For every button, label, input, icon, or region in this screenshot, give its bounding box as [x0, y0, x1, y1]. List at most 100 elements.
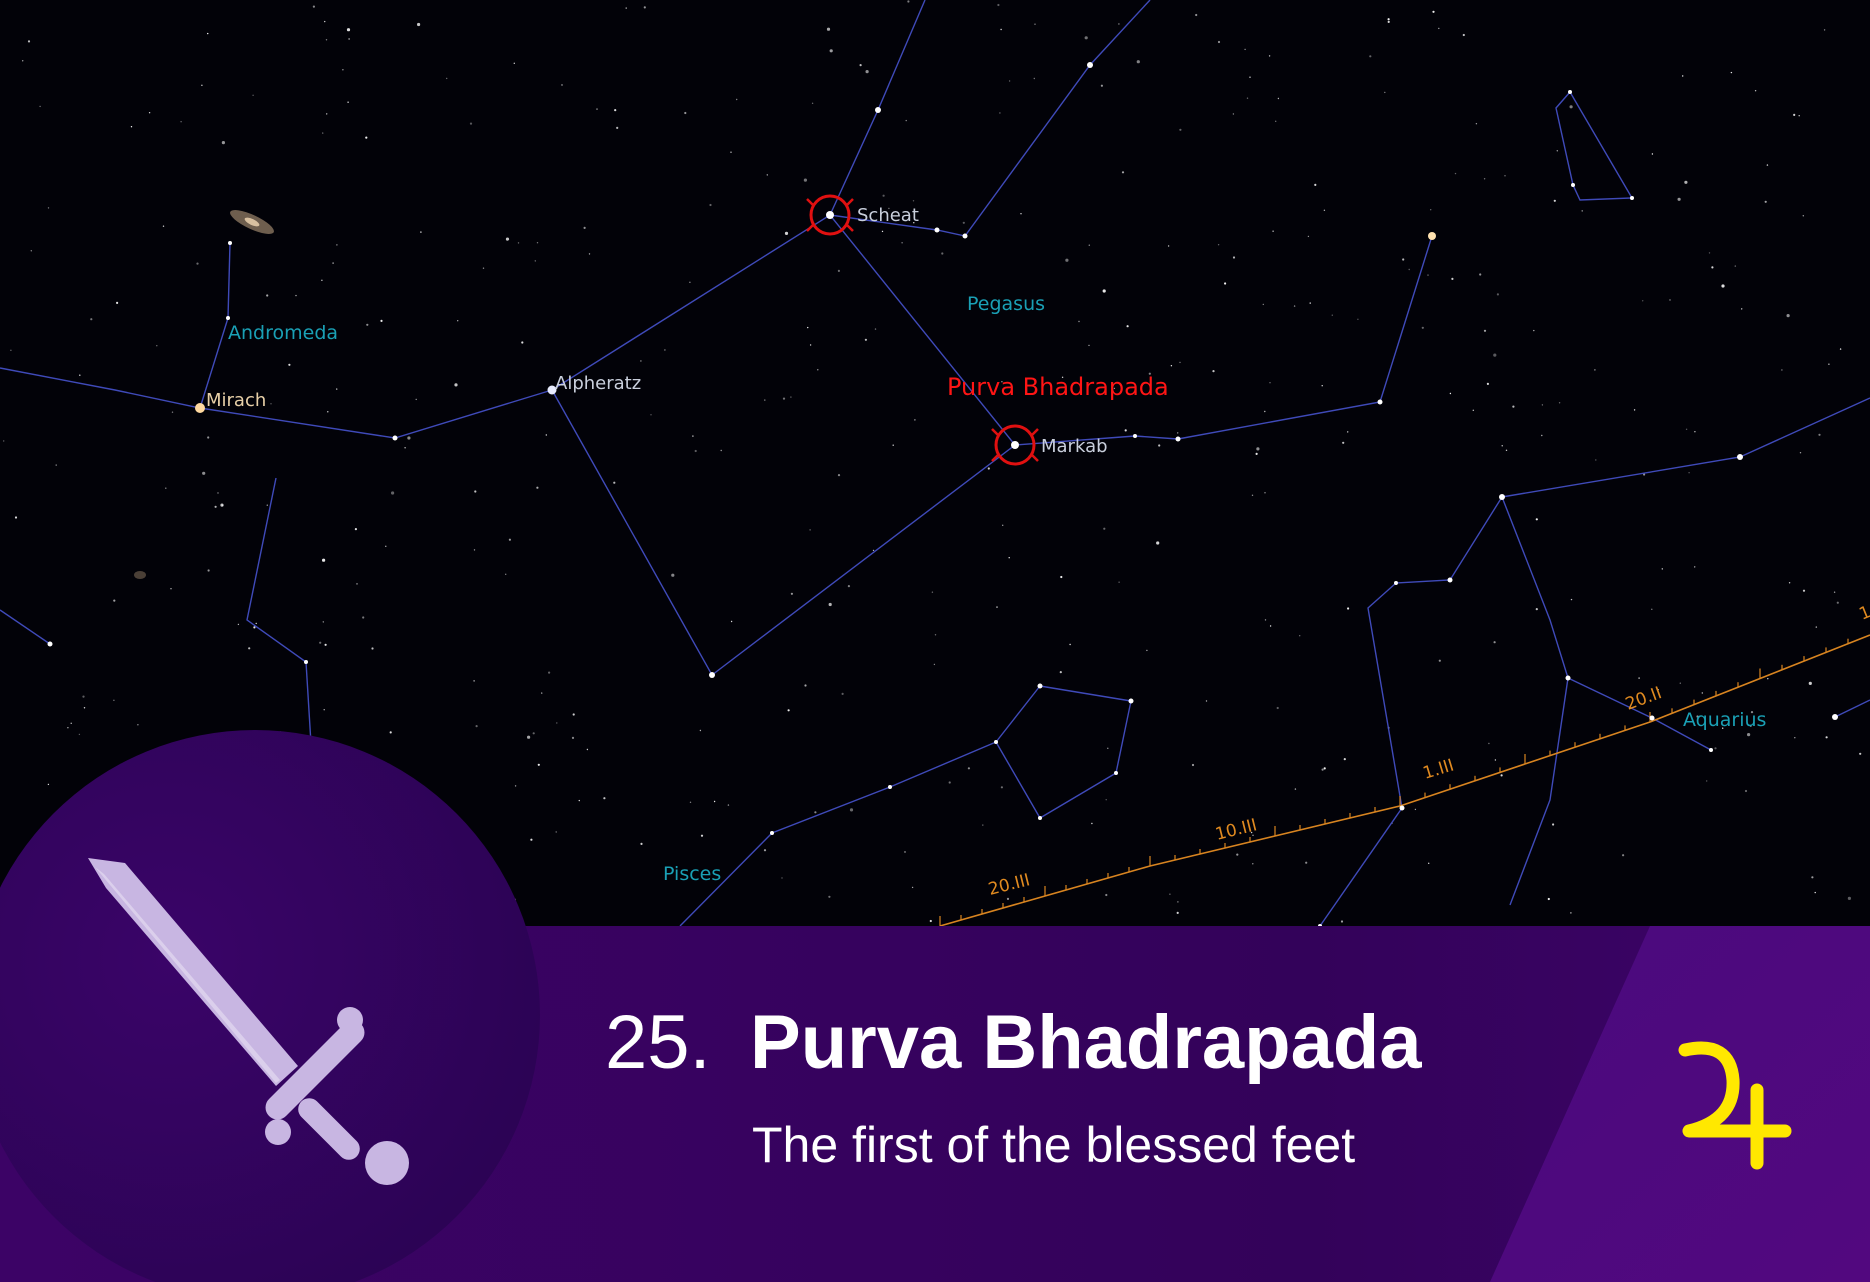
background-star — [709, 203, 712, 207]
background-star — [83, 707, 86, 709]
background-star — [941, 252, 944, 255]
background-star — [1496, 293, 1499, 296]
background-star — [348, 38, 350, 40]
background-star — [962, 221, 965, 224]
background-star — [730, 151, 732, 153]
background-star — [366, 323, 369, 326]
star-label-scheat: Scheat — [857, 205, 919, 226]
background-star — [14, 516, 18, 519]
background-star — [527, 735, 531, 739]
background-star — [474, 490, 477, 493]
background-star — [324, 643, 327, 646]
background-star — [1802, 215, 1805, 217]
background-star — [1264, 410, 1266, 413]
background-star — [982, 824, 984, 826]
background-star — [469, 122, 473, 125]
background-star — [1706, 780, 1708, 782]
background-star — [165, 487, 167, 489]
background-star — [1195, 13, 1198, 17]
background-star — [324, 20, 326, 23]
background-star — [156, 345, 158, 347]
background-star — [1331, 314, 1334, 316]
background-star — [1594, 369, 1596, 371]
background-star — [354, 528, 357, 531]
background-star — [1264, 619, 1267, 621]
background-star — [1633, 409, 1636, 411]
background-star — [987, 467, 990, 470]
background-star — [1105, 893, 1108, 897]
background-star — [221, 141, 225, 145]
background-star — [1069, 643, 1071, 646]
background-star — [1276, 706, 1279, 710]
background-star — [1767, 678, 1769, 680]
background-star — [1714, 747, 1717, 750]
background-star — [1033, 77, 1036, 80]
background-star — [699, 729, 702, 732]
background-star — [116, 301, 119, 304]
background-star — [561, 84, 563, 86]
background-star — [1421, 326, 1424, 329]
background-star — [322, 132, 324, 134]
background-star — [1321, 768, 1324, 771]
background-star — [1269, 382, 1271, 384]
background-star — [1535, 518, 1538, 521]
background-star — [237, 623, 240, 626]
background-star — [217, 492, 219, 494]
background-star — [1661, 568, 1664, 570]
background-star — [1833, 591, 1836, 593]
background-star — [1679, 682, 1682, 684]
background-star — [454, 383, 458, 387]
background-star — [1818, 433, 1821, 436]
background-star — [1504, 175, 1506, 177]
background-star — [1169, 893, 1171, 895]
background-star — [1177, 432, 1179, 434]
background-star — [817, 369, 819, 371]
background-star — [1786, 314, 1790, 318]
background-star — [266, 504, 268, 506]
background-star — [415, 398, 417, 401]
background-star — [1167, 245, 1170, 247]
background-star — [1836, 601, 1839, 604]
background-star — [171, 411, 174, 413]
jupiter-symbol-icon — [1678, 1041, 1792, 1170]
background-star — [1146, 649, 1148, 652]
background-star — [1309, 302, 1311, 304]
background-star — [1493, 353, 1497, 357]
background-star — [1643, 473, 1646, 476]
background-star — [1764, 200, 1767, 203]
background-star — [814, 811, 817, 814]
background-star — [1323, 767, 1326, 770]
sword-icon — [88, 858, 409, 1185]
background-star — [1224, 282, 1227, 285]
background-star — [1754, 90, 1757, 92]
background-star — [1008, 80, 1011, 82]
background-star — [828, 895, 831, 898]
background-star — [1744, 789, 1748, 793]
background-star — [1794, 737, 1796, 739]
background-star — [10, 349, 12, 351]
background-star — [874, 328, 877, 330]
background-star — [764, 399, 766, 401]
background-star — [809, 529, 811, 531]
background-star — [221, 504, 224, 506]
background-star — [1307, 235, 1310, 238]
background-star — [1798, 115, 1800, 117]
galaxy-icon — [134, 571, 146, 579]
background-star — [1170, 365, 1173, 367]
background-star — [417, 22, 421, 27]
background-star — [1102, 289, 1106, 293]
background-star — [1541, 404, 1544, 406]
background-star — [1781, 369, 1783, 371]
background-star — [1569, 105, 1573, 109]
background-star — [1730, 71, 1733, 74]
background-star — [1305, 861, 1308, 864]
background-star — [1347, 431, 1349, 433]
background-star — [1232, 256, 1236, 259]
background-star — [1685, 428, 1688, 430]
background-star — [1501, 445, 1503, 447]
background-star — [90, 318, 93, 321]
background-star — [967, 767, 971, 770]
background-star — [336, 388, 338, 390]
star-label-alpheratz: Alpheratz — [555, 373, 641, 394]
background-star — [196, 262, 199, 265]
